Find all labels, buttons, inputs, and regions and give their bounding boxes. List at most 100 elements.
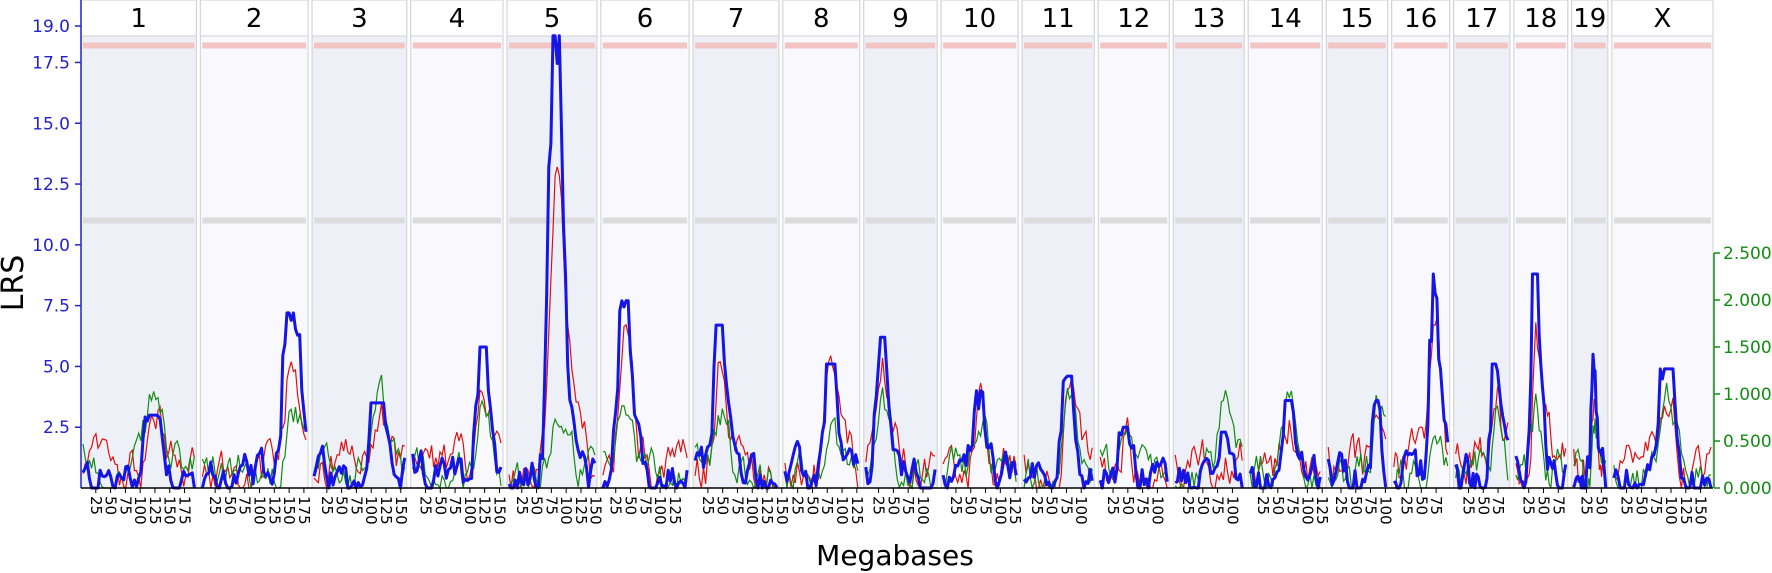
additive-tick-label: 2.500 [1723,244,1772,264]
mb-tick-label: 75 [728,496,746,515]
mb-tick-label: 100 [131,496,149,525]
mb-tick-label: 125 [848,496,866,525]
chromosome-label: 2 [246,4,263,34]
mb-tick-label: 25 [206,496,224,515]
mb-tick-label: 50 [528,496,546,515]
mb-tick-label: 100 [362,496,380,525]
mb-tick-label: 25 [789,496,807,515]
mb-tick-label: 75 [1134,496,1152,515]
mb-tick-label: 25 [1028,496,1046,515]
mb-tick-label: 75 [899,496,917,515]
chromosome-band-11 [1021,0,1095,489]
mb-tick-label: 75 [542,496,560,515]
mb-tick-label: 50 [1632,496,1650,515]
mb-tick-label: 150 [392,496,410,525]
mb-tick-label: 175 [176,496,194,525]
chromosome-label: 16 [1404,4,1437,34]
chromosome-header-10 [940,0,1019,37]
data-series [81,34,1713,491]
mb-tick-label: 25 [1618,496,1636,515]
mb-tick-label: 150 [1692,496,1710,525]
mb-tick-label: 150 [280,496,298,525]
lrs-line [783,362,860,490]
mb-tick-label: 25 [1104,496,1122,515]
mb-tick-label: 75 [636,496,654,515]
lrs-line [1098,425,1169,490]
chromosome-band-18 [1513,0,1569,489]
mb-tick-label: 50 [714,496,732,515]
mb-tick-label: 125 [758,496,776,525]
mb-tick-label: 50 [1194,496,1212,515]
lrs-tick-label: 19.0 [32,17,70,37]
chromosome-band-15 [1325,0,1389,489]
chromosome-band-1 [80,0,197,489]
additive-effect-line-green [1327,395,1387,490]
additive-tick-label: 1.000 [1723,385,1772,405]
lrs-tick-label: 12.5 [32,175,70,195]
chromosome-label: X [1654,4,1672,34]
mb-tick-label: 25 [1578,496,1596,515]
lrs-line [1392,272,1450,490]
mb-tick-label: 50 [1534,496,1552,515]
mb-tick-label: 50 [102,496,120,515]
chromosome-label: 15 [1340,4,1373,34]
mb-tick-label: 100 [1376,496,1394,525]
mb-tick-label: 25 [318,496,336,515]
lrs-tick-label: 17.5 [32,53,70,73]
mb-tick-label: 75 [347,496,365,515]
lrs-line [601,299,689,490]
additive-effect-line-red [508,166,596,489]
mb-tick-label: 50 [1592,496,1610,515]
x-axis-label: Megabases [816,539,974,572]
mb-tick-label: 75 [236,496,254,515]
mb-tick-label: 50 [1347,496,1365,515]
mb-tick-label: 25 [87,496,105,515]
mb-tick-label: 50 [1043,496,1061,515]
mb-tick-label: 25 [870,496,888,515]
mb-tick-label: 25 [1459,496,1477,515]
mb-tick-label: 25 [1520,496,1538,515]
chromosome-header-3 [311,0,408,37]
mb-tick-label: 75 [1057,496,1075,515]
chromosome-header-11 [1021,0,1095,37]
chromosome-label: 14 [1269,4,1302,34]
mb-tick-label: 25 [416,496,434,515]
mb-tick-label: 75 [1647,496,1665,515]
mb-tick-label: 25 [1254,496,1272,515]
mb-tick-label: 75 [977,496,995,515]
lrs-tick-label: 5.0 [43,357,70,377]
chromosome-band-2 [199,0,309,489]
chromosome-header-8 [782,0,861,37]
lrs-line [200,311,308,490]
chromosome-band-16 [1391,0,1451,489]
chromosome-label: 17 [1465,4,1498,34]
lrs-tick-label: 10.0 [32,236,70,256]
mb-tick-label: 75 [116,496,134,515]
chromosome-label: 3 [351,4,368,34]
chromosome-band-X [1611,0,1714,489]
mb-tick-label: 50 [803,496,821,515]
lrs-line [693,323,779,490]
chromosome-header-18 [1513,0,1569,37]
additive-effect-line-green [82,391,195,489]
additive-effect-line-green [784,416,859,491]
mb-tick-label: 75 [1209,496,1227,515]
lrs-line [312,401,407,490]
chromosome-header-19 [1571,0,1609,37]
chromosome-band-12 [1097,0,1170,489]
mb-tick-label: 25 [1332,496,1350,515]
chromosome-header-5 [506,0,598,37]
chromosome-label: 10 [963,4,996,34]
additive-tick-label: 1.500 [1723,338,1772,358]
lrs-line [1174,430,1244,490]
chromosome-band-4 [410,0,504,489]
mb-tick-label: 125 [572,496,590,525]
mb-tick-label: 100 [1662,496,1680,525]
mb-tick-label: 100 [743,496,761,525]
chromosome-header-12 [1097,0,1170,37]
mb-tick-label: 100 [651,496,669,525]
mb-tick-label: 75 [446,496,464,515]
chromosome-label: 18 [1524,4,1557,34]
mb-tick-label: 25 [1398,496,1416,515]
